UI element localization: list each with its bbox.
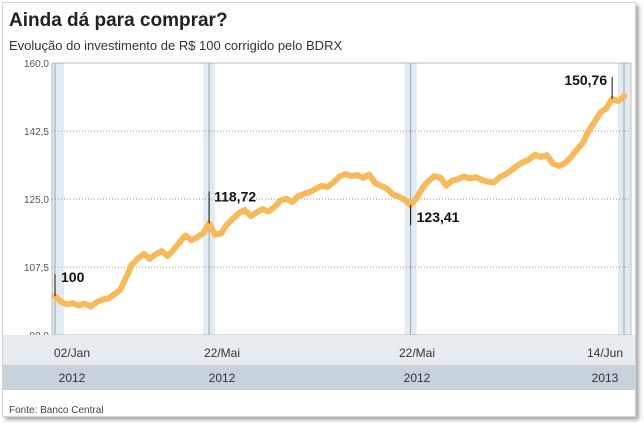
chart-frame: Ainda dá para comprar? Evolução do inves… [2, 2, 636, 417]
line-chart: 90,0107,5125,0142,5160,0100118,72123,411… [3, 59, 635, 390]
x-axis-date-bar [3, 335, 635, 365]
y-tick-label: 107,5 [24, 263, 49, 274]
x-year-label: 2012 [209, 371, 236, 385]
x-tick-label: 22/Mai [204, 346, 240, 360]
y-tick-label: 142,5 [24, 127, 49, 138]
x-axis-year-bar [3, 365, 635, 390]
data-label-1: 118,72 [214, 188, 256, 204]
y-tick-label: 160,0 [24, 59, 49, 70]
data-label-0: 100 [61, 269, 85, 285]
x-tick-label: 02/Jan [54, 346, 90, 360]
data-label-2: 123,41 [417, 209, 460, 225]
data-label-3: 150,76 [564, 72, 607, 88]
x-year-label: 2012 [404, 371, 431, 385]
x-year-label: 2013 [592, 371, 619, 385]
y-tick-label: 125,0 [24, 195, 49, 206]
x-year-label: 2012 [59, 371, 86, 385]
x-tick-label: 14/Jun [587, 346, 623, 360]
series-line [52, 93, 627, 310]
chart-title: Ainda dá para comprar? [9, 10, 228, 31]
x-tick-label: 22/Mai [399, 346, 435, 360]
chart-subtitle: Evolução do investimento de R$ 100 corri… [9, 38, 343, 53]
source-note: Fonte: Banco Central [9, 405, 104, 416]
